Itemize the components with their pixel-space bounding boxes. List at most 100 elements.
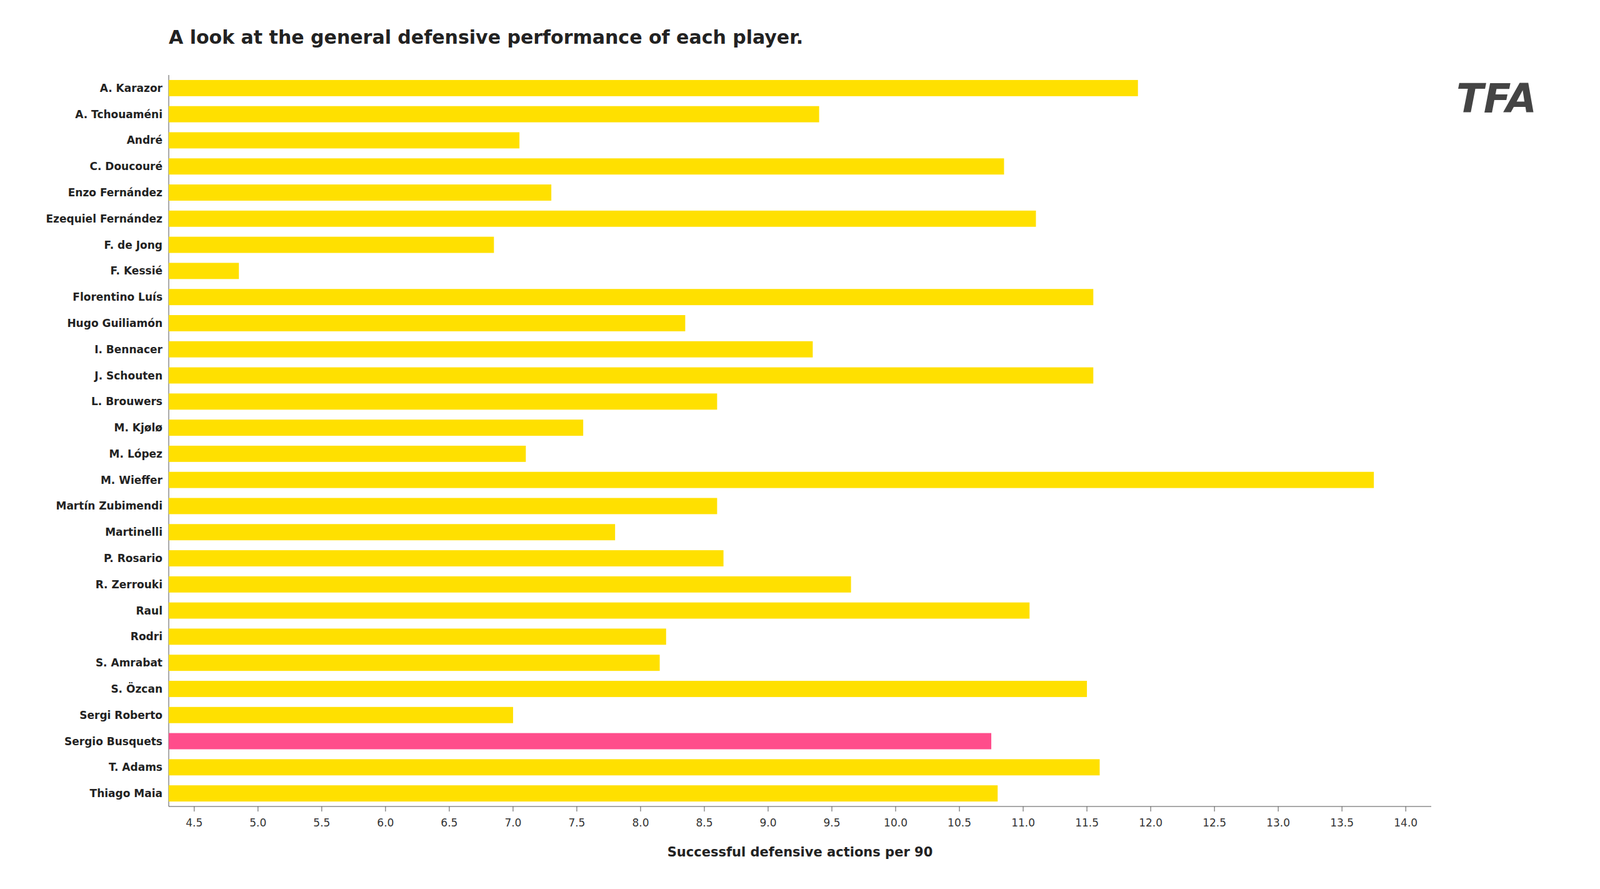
bar <box>168 393 717 410</box>
tick-label: 12.5 <box>1202 816 1227 829</box>
category-label: M. Kjølø <box>114 421 163 434</box>
tick-label: 9.0 <box>759 816 777 829</box>
tick-label: 11.0 <box>1011 816 1035 829</box>
background <box>0 0 1600 889</box>
tick <box>703 806 705 812</box>
tick-label: 13.0 <box>1266 816 1290 829</box>
category-label: P. Rosario <box>103 551 163 565</box>
bar <box>168 654 660 671</box>
bar <box>168 498 717 515</box>
category-label: F. de Jong <box>104 238 163 252</box>
bar <box>168 602 1030 619</box>
tick <box>193 806 195 812</box>
bar <box>168 576 852 593</box>
category-label: Martín Zubimendi <box>55 499 163 512</box>
category-label: I. Bennacer <box>94 343 163 356</box>
tick-label: 6.0 <box>376 816 394 829</box>
chart: A look at the general defensive performa… <box>0 0 1600 889</box>
bar <box>168 550 724 567</box>
category-label: L. Brouwers <box>91 395 163 408</box>
tick-label: 9.5 <box>823 816 840 829</box>
bar <box>168 419 584 436</box>
category-label: Enzo Fernández <box>68 186 163 199</box>
category-label: Florentino Luís <box>72 290 163 304</box>
tick-label: 7.5 <box>568 816 585 829</box>
tick-label: 7.0 <box>504 816 522 829</box>
category-label: André <box>126 133 163 147</box>
tick <box>959 806 960 812</box>
tick <box>1278 806 1279 812</box>
bar <box>168 523 615 540</box>
category-label: F. Kessié <box>110 264 164 277</box>
category-label: Ezequiel Fernández <box>45 212 163 225</box>
tick <box>640 806 641 812</box>
bar <box>168 80 1139 97</box>
tick <box>767 806 769 812</box>
bar <box>168 785 998 802</box>
bar <box>168 184 552 201</box>
tick-label: 10.0 <box>883 816 908 829</box>
bar <box>168 106 820 123</box>
x-axis: 4.5 5.0 5.5 6.0 6.5 7.0 7.5 8.0 8.5 9.0 9.5 10.0 10.… <box>168 75 1432 829</box>
tick <box>321 806 322 812</box>
category-label: Sergio Busquets <box>64 735 163 748</box>
category-label: Raul <box>136 604 164 617</box>
x-axis-label: Successful defensive actions per 90 <box>667 844 934 860</box>
tick <box>831 806 833 812</box>
bar <box>168 733 992 750</box>
tick <box>1341 806 1343 812</box>
tick <box>448 806 450 812</box>
tick-label: 6.5 <box>440 816 458 829</box>
tick <box>1150 806 1152 812</box>
bar <box>168 445 526 462</box>
category-label: S. Amrabat <box>95 656 163 669</box>
category-label: A. Tchouaméni <box>75 108 163 121</box>
tick <box>1086 806 1088 812</box>
tick <box>1405 806 1407 812</box>
tick <box>385 806 386 812</box>
tick <box>576 806 577 812</box>
tick <box>512 806 514 812</box>
category-label: R. Zerrouki <box>95 578 163 591</box>
x-axis-line <box>168 805 1432 807</box>
tick-label: 8.5 <box>695 816 713 829</box>
bar <box>168 706 514 724</box>
category-label: Sergi Roberto <box>79 708 163 722</box>
y-axis: A. Karazor A. Tchouaméni André C. Doucouré E… <box>45 81 163 800</box>
bar <box>168 341 813 358</box>
tick-label: 10.5 <box>947 816 972 829</box>
bar <box>168 758 1100 775</box>
category-label: C. Doucouré <box>89 160 163 173</box>
tick <box>895 806 897 812</box>
tick-label: 13.5 <box>1330 816 1354 829</box>
category-label: J. Schouten <box>93 369 163 382</box>
category-label: A. Karazor <box>100 81 164 95</box>
tick-label: 5.5 <box>313 816 330 829</box>
category-label: Martinelli <box>105 525 163 539</box>
bar <box>168 262 239 279</box>
bar <box>168 132 520 149</box>
title: A look at the general defensive performa… <box>168 26 804 49</box>
bar <box>168 288 1094 305</box>
tick-label: 12.0 <box>1138 816 1163 829</box>
category-label: M. López <box>109 447 164 460</box>
tick-label: 8.0 <box>631 816 649 829</box>
bar <box>168 680 1087 697</box>
category-label: S. Özcan <box>110 681 163 695</box>
bar <box>168 471 1374 489</box>
tick <box>1214 806 1215 812</box>
category-label: T. Adams <box>108 760 163 774</box>
bar <box>168 628 667 645</box>
tick <box>1023 806 1024 812</box>
bar <box>168 210 1036 227</box>
bars <box>168 80 1374 802</box>
tick-label: 14.0 <box>1393 816 1418 829</box>
bar <box>168 158 1004 175</box>
tick-label: 4.5 <box>185 816 203 829</box>
tick <box>257 806 259 812</box>
category-label: Rodri <box>130 630 163 643</box>
bar <box>168 236 494 254</box>
tick-label: 5.0 <box>249 816 267 829</box>
category-label: Hugo Guiliamón <box>66 316 163 330</box>
annotation: TFA <box>1456 75 1537 122</box>
